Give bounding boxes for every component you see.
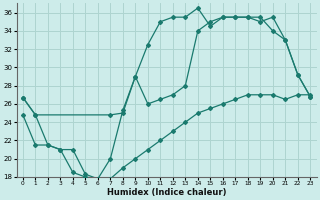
X-axis label: Humidex (Indice chaleur): Humidex (Indice chaleur) bbox=[107, 188, 226, 197]
